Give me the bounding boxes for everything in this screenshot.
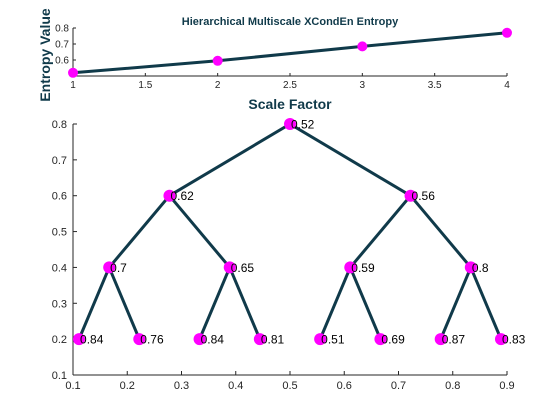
tree-node-labels: 0.52 0.62 0.56 0.7 0.65 0.59 0.8 0.84 0.76 0.84 0.… <box>80 118 526 347</box>
tree-node <box>253 333 266 346</box>
tree-node <box>464 261 477 274</box>
tree-node-label: 0.62 <box>170 189 194 203</box>
tree-node-label: 0.83 <box>502 333 526 347</box>
tree-node-label: 0.51 <box>321 333 345 347</box>
y-tick-label: 0.1 <box>52 370 67 382</box>
top-axes: 1 1.5 2 2.5 3 3.5 4 0.6 0.7 0.8 <box>55 24 510 92</box>
x-tick-label: 2.5 <box>283 80 297 91</box>
entropy-data-point <box>212 55 223 66</box>
tree-node-label: 0.59 <box>351 261 375 275</box>
x-tick-label: 0.4 <box>228 380 243 392</box>
tree-node-label: 0.81 <box>261 333 285 347</box>
tree-node <box>494 333 507 346</box>
top-plot-area <box>68 27 512 78</box>
tree-node <box>133 333 146 346</box>
tree-node <box>284 118 296 130</box>
tree-node <box>223 261 236 274</box>
tree-nodes <box>73 118 507 346</box>
tree-node-label: 0.7 <box>110 261 127 275</box>
tree-node <box>314 333 327 346</box>
x-tick-label: 1.5 <box>138 80 152 91</box>
x-tick-label: 0.5 <box>282 380 297 392</box>
bottom-axes: 0.1 0.2 0.3 0.4 0.5 0.6 0.7 0.8 0.9 0.1 0.2 0.3 0.4 0… <box>52 119 515 392</box>
tree-node-label: 0.84 <box>80 333 104 347</box>
x-tick-label: 0.7 <box>391 380 406 392</box>
x-axis-label: Scale Factor <box>248 96 332 112</box>
tree-node <box>434 333 447 346</box>
tree-edge <box>348 266 382 340</box>
tree-edge <box>318 266 352 340</box>
y-tick-label: 0.2 <box>52 334 67 346</box>
tree-edge <box>228 266 262 340</box>
entropy-data-point <box>502 27 512 38</box>
tree-edge <box>168 122 291 198</box>
x-tick-label: 0.8 <box>445 380 460 392</box>
y-tick-label: 0.4 <box>52 262 67 274</box>
tree-node <box>344 261 357 274</box>
y-tick-label: 0.3 <box>52 298 67 310</box>
chart-title: Hierarchical Multiscale XCondEn Entropy <box>182 16 399 28</box>
y-tick-label: 0.7 <box>52 155 67 167</box>
y-tick-label: 0.7 <box>55 40 69 51</box>
tree-node <box>193 333 206 346</box>
y-tick-label: 0.6 <box>55 56 69 67</box>
tree-node <box>163 189 176 202</box>
tree-node <box>404 189 417 202</box>
x-tick-label: 2 <box>215 80 221 91</box>
x-tick-label: 4 <box>504 80 510 91</box>
tree-node <box>374 333 387 346</box>
tree-edges <box>77 122 503 340</box>
x-tick-label: 0.6 <box>337 380 352 392</box>
x-tick-label: 0.3 <box>174 380 189 392</box>
tree-edge <box>439 266 473 340</box>
tree-edge <box>168 194 231 269</box>
y-tick-label: 0.5 <box>52 227 67 239</box>
tree-node <box>103 261 116 274</box>
tree-node-label: 0.87 <box>442 333 466 347</box>
y-axis-label: Entropy Value <box>37 8 53 102</box>
y-tick-label: 0.8 <box>55 24 69 35</box>
tree-node-label: 0.56 <box>412 189 436 203</box>
tree-edge <box>289 122 412 198</box>
tree-edge <box>349 194 412 269</box>
tree-edge <box>108 194 171 269</box>
x-tick-label: 0.1 <box>65 380 80 392</box>
entropy-line-chart: Hierarchical Multiscale XCondEn Entropy … <box>37 8 512 112</box>
tree-edge <box>469 266 503 340</box>
tree-edge <box>198 266 232 340</box>
x-tick-label: 3.5 <box>428 80 442 91</box>
tree-node-label: 0.8 <box>472 261 489 275</box>
tree-edge <box>107 266 141 340</box>
x-tick-label: 1 <box>70 80 76 91</box>
x-tick-label: 0.2 <box>120 380 135 392</box>
tree-edge <box>409 194 472 269</box>
tree-node-label: 0.84 <box>201 333 225 347</box>
tree-node-label: 0.52 <box>291 118 315 132</box>
hierarchy-tree-chart: 0.1 0.2 0.3 0.4 0.5 0.6 0.7 0.8 0.9 0.1 0.2 0.3 0.4 0… <box>52 118 526 393</box>
x-tick-label: 0.9 <box>499 380 514 392</box>
y-tick-label: 0.6 <box>52 191 67 203</box>
entropy-data-point <box>357 41 368 52</box>
tree-node-label: 0.65 <box>231 261 255 275</box>
tree-node <box>73 333 86 346</box>
tree-node-label: 0.69 <box>381 333 405 347</box>
tree-edge <box>77 266 111 340</box>
x-tick-label: 3 <box>360 80 366 91</box>
entropy-data-point <box>68 67 78 78</box>
tree-node-label: 0.76 <box>140 333 164 347</box>
y-tick-label: 0.8 <box>52 119 67 131</box>
entropy-series-line <box>72 31 508 75</box>
